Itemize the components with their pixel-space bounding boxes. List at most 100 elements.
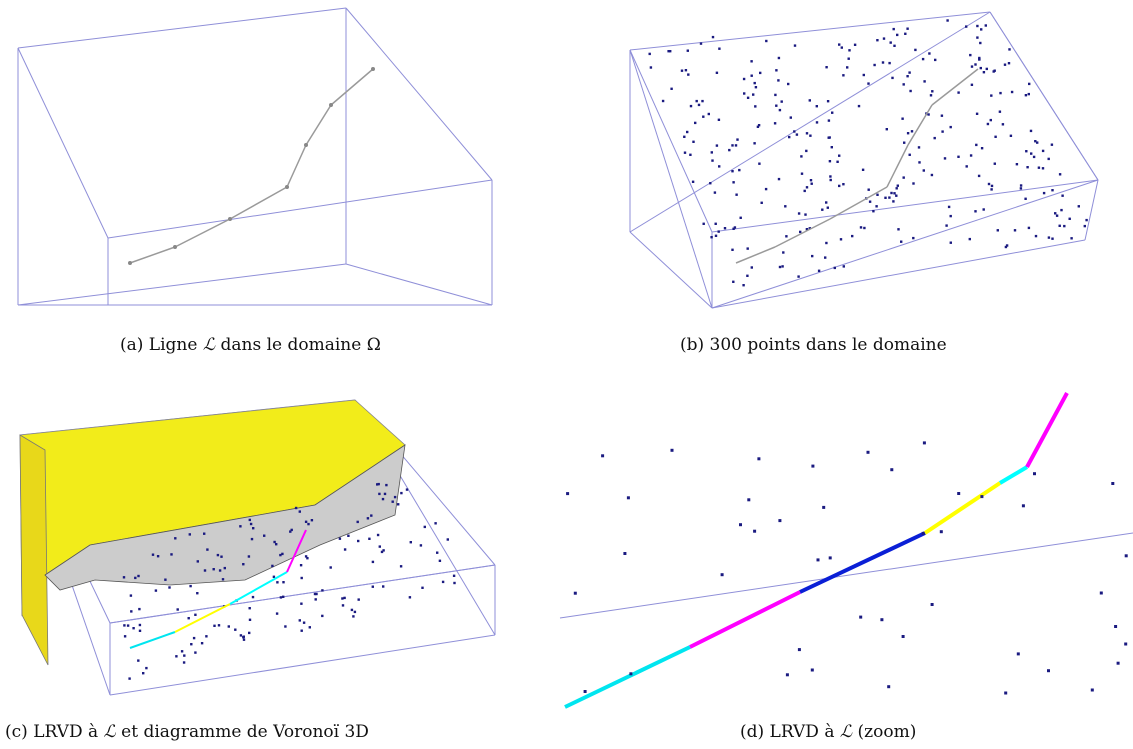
point (949, 241, 952, 244)
point (750, 74, 753, 77)
point (300, 602, 303, 605)
point (1028, 82, 1031, 86)
box-edge (711, 239, 1086, 309)
box-edge (629, 49, 713, 309)
point (686, 49, 689, 52)
point (828, 556, 832, 560)
point (836, 160, 839, 163)
point (1068, 217, 1071, 220)
box-edge (345, 7, 493, 181)
point (735, 193, 738, 196)
point (271, 564, 274, 568)
point (996, 229, 999, 232)
lrvd-segment (564, 645, 691, 709)
point (853, 43, 857, 46)
point (1116, 661, 1120, 665)
point (805, 228, 809, 231)
point (710, 151, 713, 154)
point (377, 482, 380, 486)
point (423, 525, 426, 529)
point (777, 79, 780, 82)
point (941, 130, 944, 133)
point (750, 266, 753, 269)
point (890, 468, 894, 472)
point (867, 82, 870, 85)
line-L-segment (735, 246, 776, 264)
point (453, 581, 456, 585)
point (756, 125, 760, 128)
lrvd-segment (998, 465, 1029, 485)
point (248, 631, 251, 635)
point (284, 625, 287, 628)
point (933, 136, 936, 140)
point (123, 635, 127, 638)
point (921, 531, 925, 535)
point (188, 533, 191, 536)
point (680, 69, 684, 72)
point (667, 50, 670, 53)
point (789, 116, 792, 119)
point (793, 130, 796, 133)
point (397, 503, 400, 506)
point (699, 42, 703, 45)
point (130, 610, 133, 613)
point (922, 441, 926, 445)
point (1058, 173, 1062, 176)
point (746, 96, 750, 99)
point (132, 627, 135, 630)
point (1019, 187, 1023, 190)
point (982, 208, 985, 211)
panel-c-voronoi-3d (0, 385, 520, 715)
point (797, 275, 800, 278)
point (868, 200, 872, 203)
point (990, 184, 994, 188)
point (393, 495, 397, 499)
point (446, 538, 449, 541)
point (912, 182, 915, 185)
point (980, 28, 983, 31)
point (189, 584, 192, 588)
point (842, 265, 845, 268)
point (203, 532, 206, 535)
point (298, 510, 301, 513)
point (313, 592, 317, 596)
point (1030, 152, 1033, 155)
point (909, 89, 912, 93)
point (350, 608, 354, 612)
point (939, 530, 943, 534)
point (1034, 234, 1038, 238)
point (249, 522, 253, 526)
point (746, 247, 749, 250)
lrvd-segment (286, 529, 307, 573)
line-L-vertex (228, 217, 232, 221)
point (300, 576, 303, 580)
point (731, 170, 734, 173)
point (800, 155, 803, 158)
point (774, 93, 777, 97)
point (701, 99, 704, 103)
point (1009, 134, 1013, 137)
point (893, 44, 896, 47)
point (205, 635, 208, 638)
point (739, 216, 742, 219)
point (1015, 163, 1019, 166)
box-edge (711, 179, 1099, 233)
point (848, 49, 851, 52)
point (821, 208, 824, 211)
point (308, 626, 311, 629)
point (775, 104, 778, 107)
point (829, 175, 832, 178)
point (862, 73, 865, 77)
point (583, 690, 587, 693)
point (691, 180, 695, 183)
point (822, 505, 826, 509)
point (702, 115, 705, 118)
point (1007, 62, 1011, 65)
point (304, 555, 308, 558)
point (764, 187, 768, 191)
point (1041, 167, 1045, 170)
point (734, 144, 738, 147)
point (128, 677, 131, 680)
point (838, 184, 841, 188)
point (838, 154, 841, 157)
